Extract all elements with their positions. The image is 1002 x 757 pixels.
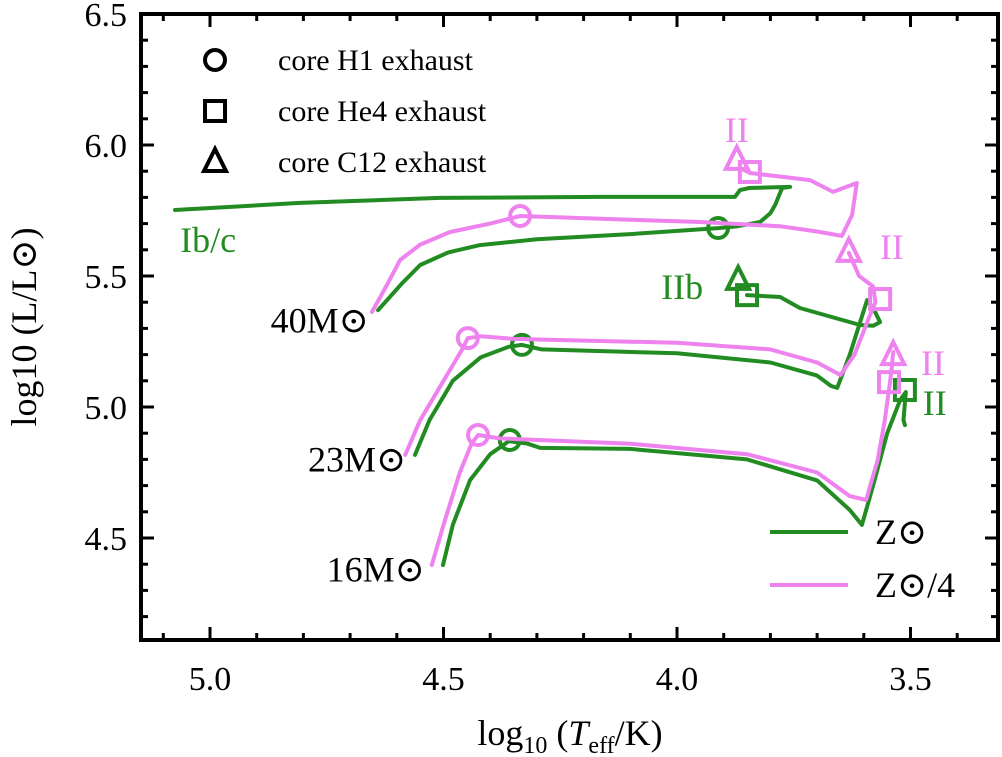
square-marker	[868, 287, 893, 312]
y-tick-label: 6.0	[85, 128, 128, 165]
mass-label: 40M⊙	[271, 301, 369, 341]
triangle-marker	[200, 144, 230, 173]
sn-type-label: II	[880, 227, 904, 267]
track-line	[173, 184, 792, 313]
track-line	[429, 350, 896, 567]
line-legend: Z⊙ Z⊙/4	[770, 512, 955, 605]
square-marker	[203, 99, 227, 123]
x-tick-label: 4.5	[422, 661, 465, 698]
sn-type-label: II	[725, 110, 749, 150]
x-tick-label: 5.0	[189, 661, 232, 698]
sn-type-label: IIb	[661, 267, 703, 307]
track-line	[441, 390, 908, 567]
circle-marker	[455, 326, 480, 351]
circle-marker	[509, 332, 534, 357]
sn-type-label: II	[923, 383, 947, 423]
square-marker	[892, 377, 917, 402]
legend-label: core C12 exhaust	[278, 146, 487, 179]
y-tick-label: 6.5	[85, 0, 128, 34]
legend-label: core H1 exhaust	[278, 44, 474, 77]
triangle-marker	[723, 262, 753, 291]
mass-label: 16M⊙	[327, 549, 425, 589]
x-tick-label: 3.5	[889, 661, 932, 698]
y-axis-label: log10 (L/L⊙)	[4, 227, 44, 426]
square-marker	[737, 159, 762, 184]
circle-marker	[508, 204, 533, 229]
y-tick-label: 5.5	[85, 259, 128, 296]
sn-type-label: II	[921, 343, 945, 383]
track-line	[403, 250, 878, 457]
marker-legend: core H1 exhaust core He4 exhaust core C12 …	[200, 44, 487, 179]
square-marker	[877, 370, 902, 395]
x-axis-label: log10 (Teff/K)	[477, 713, 662, 757]
triangle-marker	[722, 142, 752, 171]
triangle-marker	[878, 337, 908, 367]
circle-marker	[706, 216, 731, 241]
track-line	[370, 166, 859, 314]
mass-label: 23M⊙	[308, 439, 406, 479]
x-tick-label: 4.0	[656, 661, 699, 698]
y-tick-label: 5.0	[85, 390, 128, 427]
y-tick-label: 4.5	[85, 521, 128, 558]
track-line	[413, 293, 883, 457]
circle-marker	[203, 48, 227, 72]
legend-label: core He4 exhaust	[278, 95, 487, 128]
sn-type-label: Ib/c	[180, 220, 236, 260]
legend-label: Z⊙	[875, 512, 927, 552]
triangle-marker	[834, 234, 864, 263]
circle-marker	[466, 423, 491, 448]
legend-label: Z⊙/4	[875, 565, 955, 605]
